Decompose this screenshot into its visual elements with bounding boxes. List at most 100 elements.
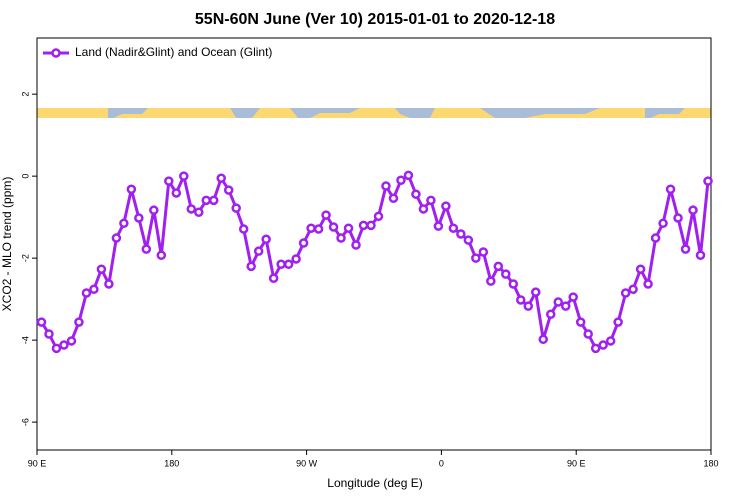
point (141, 244, 152, 254)
point (164, 176, 174, 186)
point (351, 240, 361, 250)
point (531, 287, 541, 297)
point (313, 224, 324, 234)
point (216, 173, 226, 183)
point (126, 184, 137, 195)
point (441, 201, 451, 211)
point (590, 343, 601, 354)
point (613, 317, 623, 327)
point (553, 297, 563, 307)
map-ocean (108, 108, 685, 118)
point (411, 189, 421, 199)
point (463, 235, 474, 245)
point (253, 246, 264, 256)
y-tick-label: 0 (20, 174, 30, 179)
point (111, 233, 122, 243)
point (268, 273, 279, 283)
point (186, 204, 197, 214)
point (583, 329, 593, 339)
y-tick-label: 2 (20, 92, 30, 97)
point (306, 223, 316, 233)
chart-title: 55N-60N June (Ver 10) 2015-01-01 to 2020… (195, 11, 555, 28)
point (336, 233, 346, 243)
point (201, 195, 211, 206)
point (298, 238, 309, 248)
point (508, 279, 519, 289)
point (456, 229, 466, 239)
series-line (40, 171, 710, 351)
point (283, 259, 294, 270)
point (433, 221, 444, 231)
point (321, 210, 331, 220)
point (328, 222, 339, 232)
point (658, 218, 668, 229)
point (493, 261, 504, 272)
point (59, 340, 69, 350)
point (208, 195, 219, 206)
x-tick-label: 180 (703, 458, 718, 468)
point (134, 213, 144, 223)
point (44, 329, 54, 339)
point (523, 301, 534, 311)
y-axis-label: XCO2 - MLO trend (ppm) (0, 177, 14, 312)
point (149, 205, 159, 215)
point (538, 334, 548, 345)
point (680, 244, 691, 254)
y-tick-label: -6 (20, 418, 30, 426)
point (501, 269, 511, 279)
point (171, 188, 182, 198)
point (388, 193, 399, 204)
point (156, 250, 167, 261)
point (486, 276, 496, 286)
x-tick-label: 180 (164, 458, 179, 468)
point (673, 213, 683, 223)
point (104, 279, 114, 289)
point (575, 317, 586, 327)
point (81, 288, 92, 298)
point (471, 253, 481, 263)
point (89, 284, 99, 295)
point (246, 261, 256, 272)
point (276, 259, 286, 270)
point (231, 203, 241, 213)
legend-label: Land (Nadir&Glint) and Ocean (Glint) (75, 45, 272, 59)
point (36, 317, 47, 327)
point (96, 264, 107, 274)
y-tick-label: -2 (20, 254, 30, 262)
map-land (37, 108, 711, 118)
x-axis-label: Longitude (deg E) (327, 476, 422, 490)
map-strip (37, 108, 711, 118)
point (688, 205, 698, 215)
point (261, 234, 271, 245)
point (598, 340, 608, 350)
point (381, 181, 391, 191)
point (418, 204, 429, 214)
point (358, 220, 369, 231)
point (568, 292, 578, 302)
point (605, 336, 616, 346)
y-tick-label: -4 (20, 336, 30, 344)
point (343, 223, 354, 233)
point (635, 264, 646, 274)
point (194, 207, 204, 217)
point (238, 224, 249, 234)
legend-marker (51, 48, 61, 58)
point (448, 223, 459, 233)
point (396, 175, 406, 186)
point (545, 309, 556, 320)
point (373, 211, 384, 222)
point (628, 284, 638, 295)
point (478, 247, 489, 257)
point (291, 254, 301, 264)
point (426, 195, 436, 206)
point (66, 336, 77, 346)
point (179, 171, 189, 181)
point (119, 218, 129, 229)
point (695, 250, 706, 261)
point (560, 301, 571, 311)
point (650, 233, 661, 243)
point (643, 279, 653, 289)
point (703, 176, 713, 186)
point (51, 343, 62, 354)
point (74, 317, 84, 327)
